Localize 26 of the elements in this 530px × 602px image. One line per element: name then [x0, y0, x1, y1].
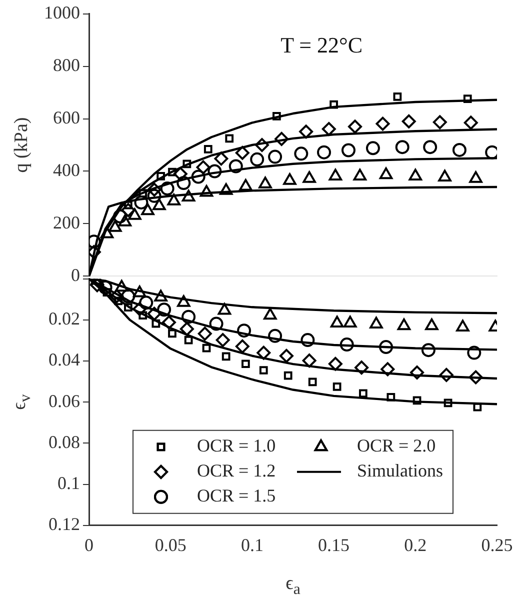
y-axis-title: q (kPa) [11, 117, 33, 173]
x-tick-label: 0.05 [154, 534, 186, 555]
x-tick-label: 0.25 [481, 534, 513, 555]
y-tick-label: 400 [53, 160, 80, 180]
y-tick-label: 0.06 [48, 390, 80, 411]
x-tick-label: 0.1 [240, 534, 264, 555]
y-tick-label: 800 [53, 55, 80, 76]
legend-label: OCR = 1.5 [197, 486, 276, 506]
y-tick-label: 1000 [44, 2, 80, 23]
legend-label: OCR = 1.2 [197, 460, 276, 481]
y-tick-label: 0.02 [48, 308, 80, 329]
y-tick-label: 0.12 [48, 514, 80, 534]
x-tick-label: 0.15 [318, 534, 350, 555]
x-axis-title: ϵ$_{a}$ [286, 573, 300, 599]
annotation: T = 22°C [280, 32, 363, 58]
y-tick-label: 0 [71, 264, 80, 285]
legend-label: Simulations [357, 460, 444, 481]
y-tick-label: 600 [53, 107, 80, 128]
y-tick-label: 0.08 [48, 432, 80, 452]
y-tick-label: 0.1 [58, 473, 80, 494]
x-tick-label: 0.2 [404, 534, 427, 555]
legend-label: OCR = 2.0 [357, 436, 436, 456]
x-tick-label: 0 [84, 534, 94, 555]
y-tick-label: 0.04 [48, 350, 80, 370]
y-tick-label: 200 [53, 212, 80, 232]
legend-label: OCR = 1.0 [197, 436, 276, 456]
